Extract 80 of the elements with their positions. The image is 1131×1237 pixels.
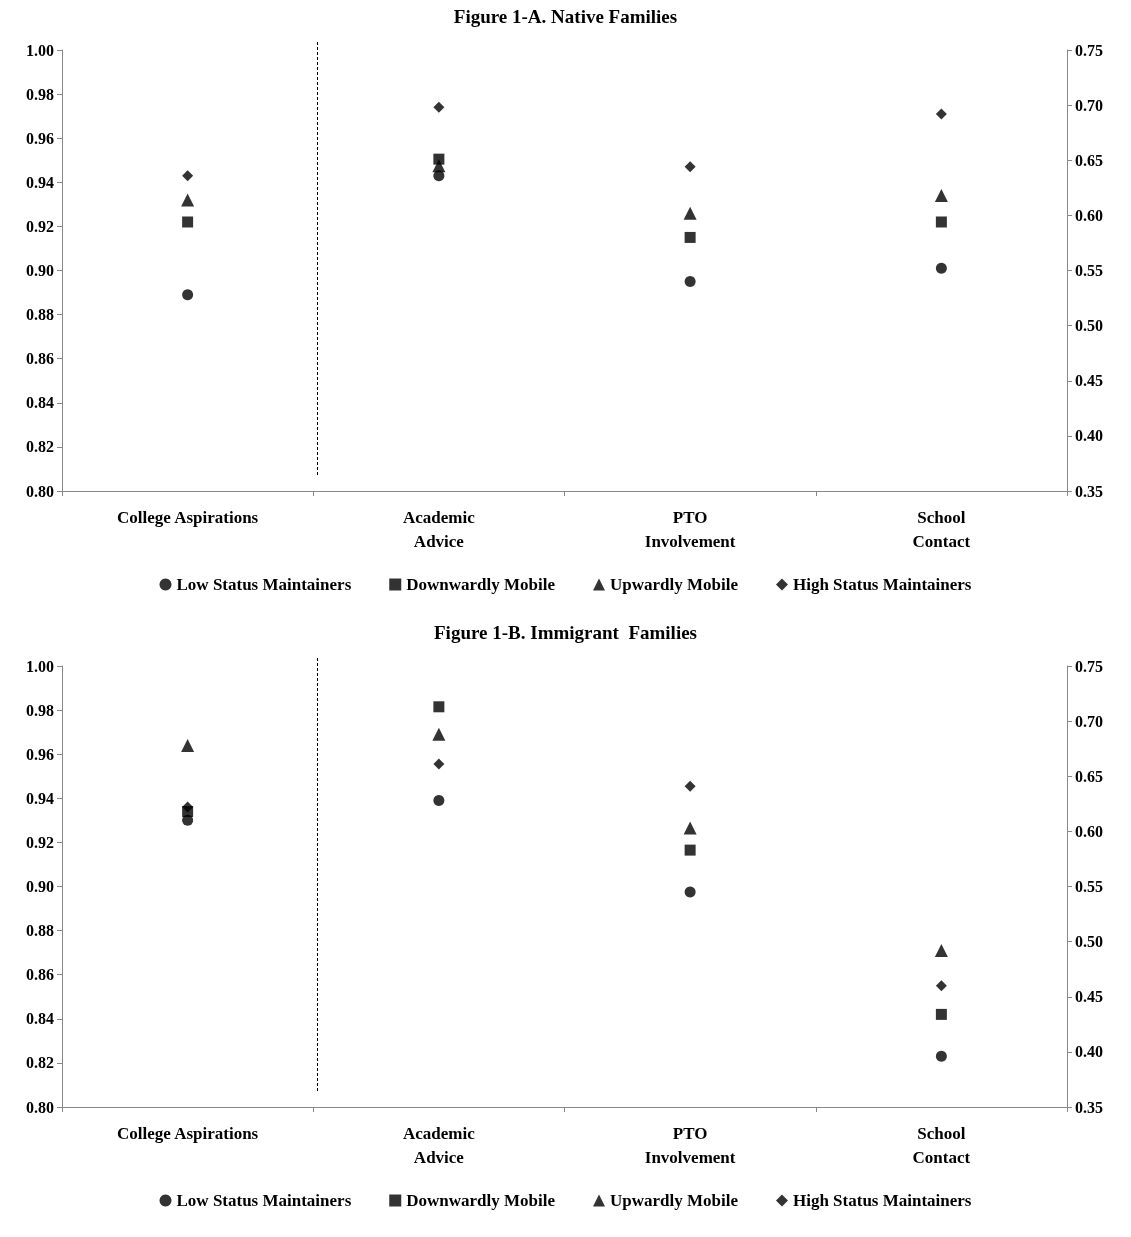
y-tick-label: 0.80 — [26, 1098, 54, 1116]
y2-tick-label: 0.70 — [1075, 96, 1103, 114]
legend-label: Downwardly Mobile — [406, 575, 556, 594]
y2-tick-label: 0.65 — [1075, 151, 1103, 169]
point — [684, 886, 696, 898]
y-tick-label: 0.86 — [26, 966, 54, 984]
point — [683, 821, 697, 835]
legend-label: Low Status Maintainers — [176, 1191, 352, 1210]
x-tick-label: College Aspirations — [117, 1123, 259, 1143]
point — [433, 758, 445, 770]
y-tick-label: 0.92 — [26, 217, 54, 235]
point — [684, 231, 696, 243]
y-tick-label: 0.90 — [26, 262, 54, 279]
point — [934, 189, 948, 203]
y-tick-label: 0.82 — [26, 438, 54, 456]
y2-tick-label: 0.50 — [1075, 317, 1103, 335]
y2-tick-label: 0.45 — [1075, 372, 1103, 390]
y-tick-label: 0.90 — [26, 878, 54, 895]
legend-label: Downwardly Mobile — [406, 1191, 556, 1210]
point — [935, 108, 947, 120]
x-tick-label: School Contact — [912, 1123, 971, 1167]
y-tick-label: 0.96 — [26, 129, 54, 147]
point — [684, 276, 696, 288]
y2-tick-label: 0.35 — [1075, 482, 1103, 500]
y-tick-label: 0.98 — [26, 85, 54, 103]
y2-tick-label: 0.60 — [1075, 206, 1103, 224]
y2-tick-label: 0.75 — [1075, 657, 1103, 675]
y-tick-label: 0.94 — [26, 789, 54, 807]
point — [684, 161, 696, 173]
point — [935, 980, 947, 992]
y-tick-label: 0.96 — [26, 745, 54, 763]
legend-label: High Status Maintainers — [792, 575, 972, 594]
legend-label: High Status Maintainers — [792, 1191, 972, 1210]
legend-label: Low Status Maintainers — [176, 575, 352, 594]
y-tick-label: 0.88 — [26, 306, 54, 324]
x-tick-label: Academic Advice — [402, 1123, 476, 1167]
y2-tick-label: 0.40 — [1075, 1043, 1103, 1061]
y2-tick-label: 0.55 — [1075, 262, 1103, 279]
y-tick-label: 0.84 — [26, 394, 54, 412]
y-tick-label: 0.80 — [26, 482, 54, 500]
point — [684, 844, 696, 856]
point — [433, 701, 445, 713]
point — [432, 727, 446, 741]
y-tick-label: 0.84 — [26, 1010, 54, 1028]
y-tick-label: 1.00 — [26, 657, 54, 675]
y-tick-label: 0.86 — [26, 350, 54, 368]
point — [433, 795, 445, 806]
x-tick-label: PTO Involvement — [644, 1123, 736, 1167]
point — [935, 216, 947, 228]
point — [934, 943, 948, 957]
x-tick-label: Academic Advice — [402, 507, 476, 551]
y2-tick-label: 0.45 — [1075, 988, 1103, 1006]
y2-tick-label: 0.50 — [1075, 933, 1103, 951]
y-tick-label: 0.88 — [26, 922, 54, 940]
legend-label: Upwardly Mobile — [610, 1191, 739, 1210]
y2-tick-label: 0.70 — [1075, 712, 1103, 730]
y2-tick-label: 0.55 — [1075, 878, 1103, 895]
y-tick-label: 0.98 — [26, 701, 54, 719]
y2-tick-label: 0.40 — [1075, 427, 1103, 445]
point — [935, 1050, 947, 1062]
point — [432, 159, 446, 173]
y-tick-label: 0.82 — [26, 1054, 54, 1072]
y-tick-label: 0.94 — [26, 173, 54, 191]
legend-label: Upwardly Mobile — [610, 575, 739, 594]
chart-title: Figure 1-B. Immigrant Families — [434, 622, 697, 643]
point — [935, 1008, 947, 1020]
y2-tick-label: 0.35 — [1075, 1098, 1103, 1116]
x-tick-label: PTO Involvement — [644, 507, 736, 551]
y-tick-label: 0.92 — [26, 833, 54, 851]
point — [684, 780, 696, 792]
y2-tick-label: 0.60 — [1075, 822, 1103, 840]
point — [935, 262, 947, 274]
y-tick-label: 1.00 — [26, 41, 54, 59]
y2-tick-label: 0.65 — [1075, 767, 1103, 785]
x-tick-label: School Contact — [912, 507, 971, 551]
y2-tick-label: 0.75 — [1075, 41, 1103, 59]
point — [433, 101, 445, 113]
x-tick-label: College Aspirations — [117, 507, 259, 527]
point — [683, 206, 697, 220]
chart-title: Figure 1-A. Native Families — [453, 6, 678, 27]
